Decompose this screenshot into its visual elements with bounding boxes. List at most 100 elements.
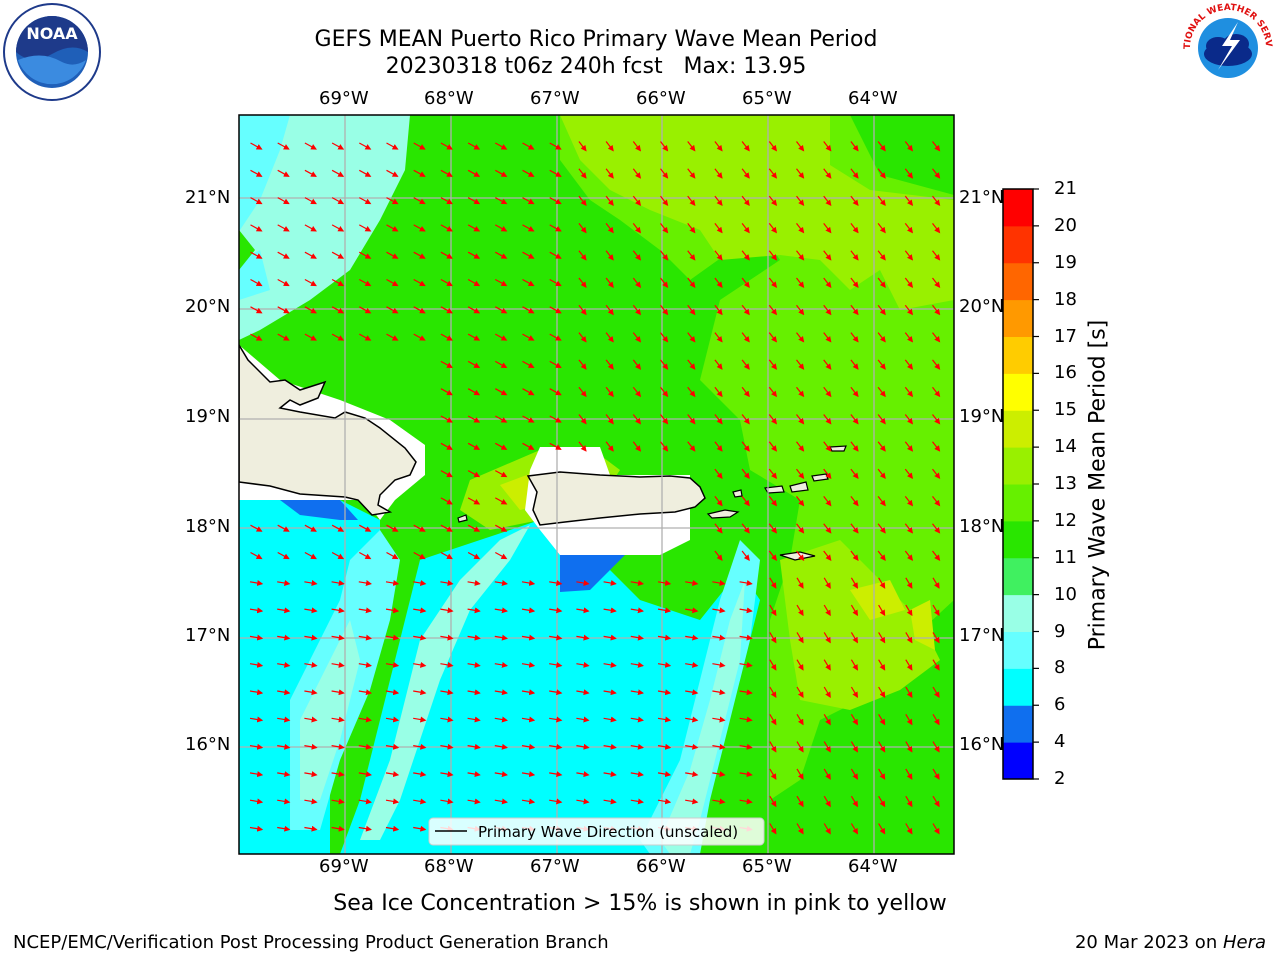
wave-direction-arrow [630,634,644,641]
wave-direction-arrow [440,442,453,450]
wave-direction-arrow [687,414,696,425]
wave-direction-arrow [687,250,696,261]
wave-direction-arrow [578,223,587,234]
wave-direction-arrow [495,360,508,368]
wave-direction-arrow [250,551,263,560]
wave-direction-arrow [467,197,481,205]
land-hispaniola [239,343,417,516]
wave-direction-arrow [796,795,804,808]
lat-label-left: 19°N [185,406,231,427]
wave-direction-arrow [877,332,886,343]
wave-direction-arrow [630,607,644,614]
wave-direction-arrow [440,551,453,560]
wave-direction-arrow [660,277,669,288]
wave-direction-arrow [768,523,778,534]
wave-direction-arrow [413,251,426,259]
wave-direction-arrow [904,414,914,425]
wave-direction-arrow [467,388,481,396]
wave-direction-arrow [796,496,805,507]
wave-direction-arrow [850,468,859,480]
wave-direction-arrow [549,415,562,423]
wave-direction-arrow [685,634,699,641]
wave-direction-arrow [823,741,831,753]
wave-direction-arrow [878,577,886,589]
wave-direction-arrow [331,224,345,232]
wave-direction-arrow [413,798,427,805]
colorbar-segment [1003,447,1033,485]
wave-direction-arrow [521,580,536,586]
wave-direction-arrow [932,823,940,835]
wave-direction-arrow [878,823,886,835]
wave-direction-arrow [904,223,914,234]
wave-direction-arrow [904,304,914,316]
wave-direction-arrow [877,304,886,316]
wave-direction-arrow [932,577,940,589]
lat-label-right: 20°N [959,296,1005,317]
wave-direction-arrow [850,632,859,644]
wave-direction-arrow [359,278,372,287]
wave-direction-arrow [277,798,291,805]
wave-direction-arrow [632,359,642,370]
wave-direction-arrow [549,798,563,805]
wave-direction-arrow [904,250,914,261]
wave-direction-arrow [277,771,291,778]
wave-direction-arrow [385,798,400,805]
wave-direction-arrow [495,470,508,478]
wave-direction-arrow [467,470,481,478]
wave-direction-arrow [823,168,832,179]
wave-direction-arrow [603,580,617,586]
wave-direction-arrow [385,607,400,614]
wave-direction-arrow [932,414,941,425]
wave-direction-arrow [741,441,750,452]
wave-direction-arrow [877,523,886,534]
colorbar-segment [1003,336,1033,374]
wave-direction-arrow [467,771,481,778]
wave-direction-arrow [877,250,886,261]
wave-direction-arrow [549,661,563,668]
wave-direction-arrow [741,359,750,370]
wave-direction-arrow [386,197,399,205]
wave-direction-arrow [823,386,832,398]
map-legend [428,817,765,846]
wave-direction-arrow [277,169,290,177]
land-puerto-rico [526,471,706,526]
wave-direction-arrow [358,607,372,614]
wave-direction-arrow [714,386,723,398]
wave-direction-arrow [277,551,290,560]
wave-direction-arrow [712,716,726,723]
wave-direction-arrows [249,141,941,835]
wave-direction-arrow [769,632,777,644]
wave-direction-arrow [632,441,642,452]
wave-direction-arrow [739,716,753,723]
wave-direction-arrow [741,277,750,288]
colorbar-segment [1003,594,1033,632]
wave-direction-arrow [687,332,696,343]
lon-label-bottom: 68°W [424,856,474,877]
wave-direction-arrow [741,468,750,480]
wave-direction-arrow [331,743,345,750]
wave-direction-arrow [850,223,859,234]
wave-direction-arrow [660,304,669,316]
wave-direction-arrow [605,195,614,207]
wave-direction-arrow [796,414,805,425]
colorbar-segment [1003,189,1033,227]
wave-direction-arrow [249,580,264,586]
wave-direction-arrow [467,333,481,341]
wave-direction-arrow [576,716,590,723]
wave-direction-arrow [304,278,317,287]
wave-direction-arrow [440,333,453,341]
wave-direction-arrow [277,689,291,696]
wave-direction-arrow [277,333,290,341]
wave-direction-arrow [768,168,778,179]
wave-direction-arrow [249,798,264,805]
colorbar-label: Primary Wave Mean Period [s] [1085,319,1111,651]
wave-direction-arrow [687,304,696,316]
wave-direction-arrow [277,306,290,314]
wave-direction-arrow [739,580,753,586]
wave-direction-arrow [603,689,617,696]
wave-direction-arrow [549,169,562,177]
wave-direction-arrow [304,743,318,750]
lon-label-top: 67°W [530,88,580,109]
wave-direction-arrow [768,386,778,398]
wave-direction-arrow [687,223,696,234]
